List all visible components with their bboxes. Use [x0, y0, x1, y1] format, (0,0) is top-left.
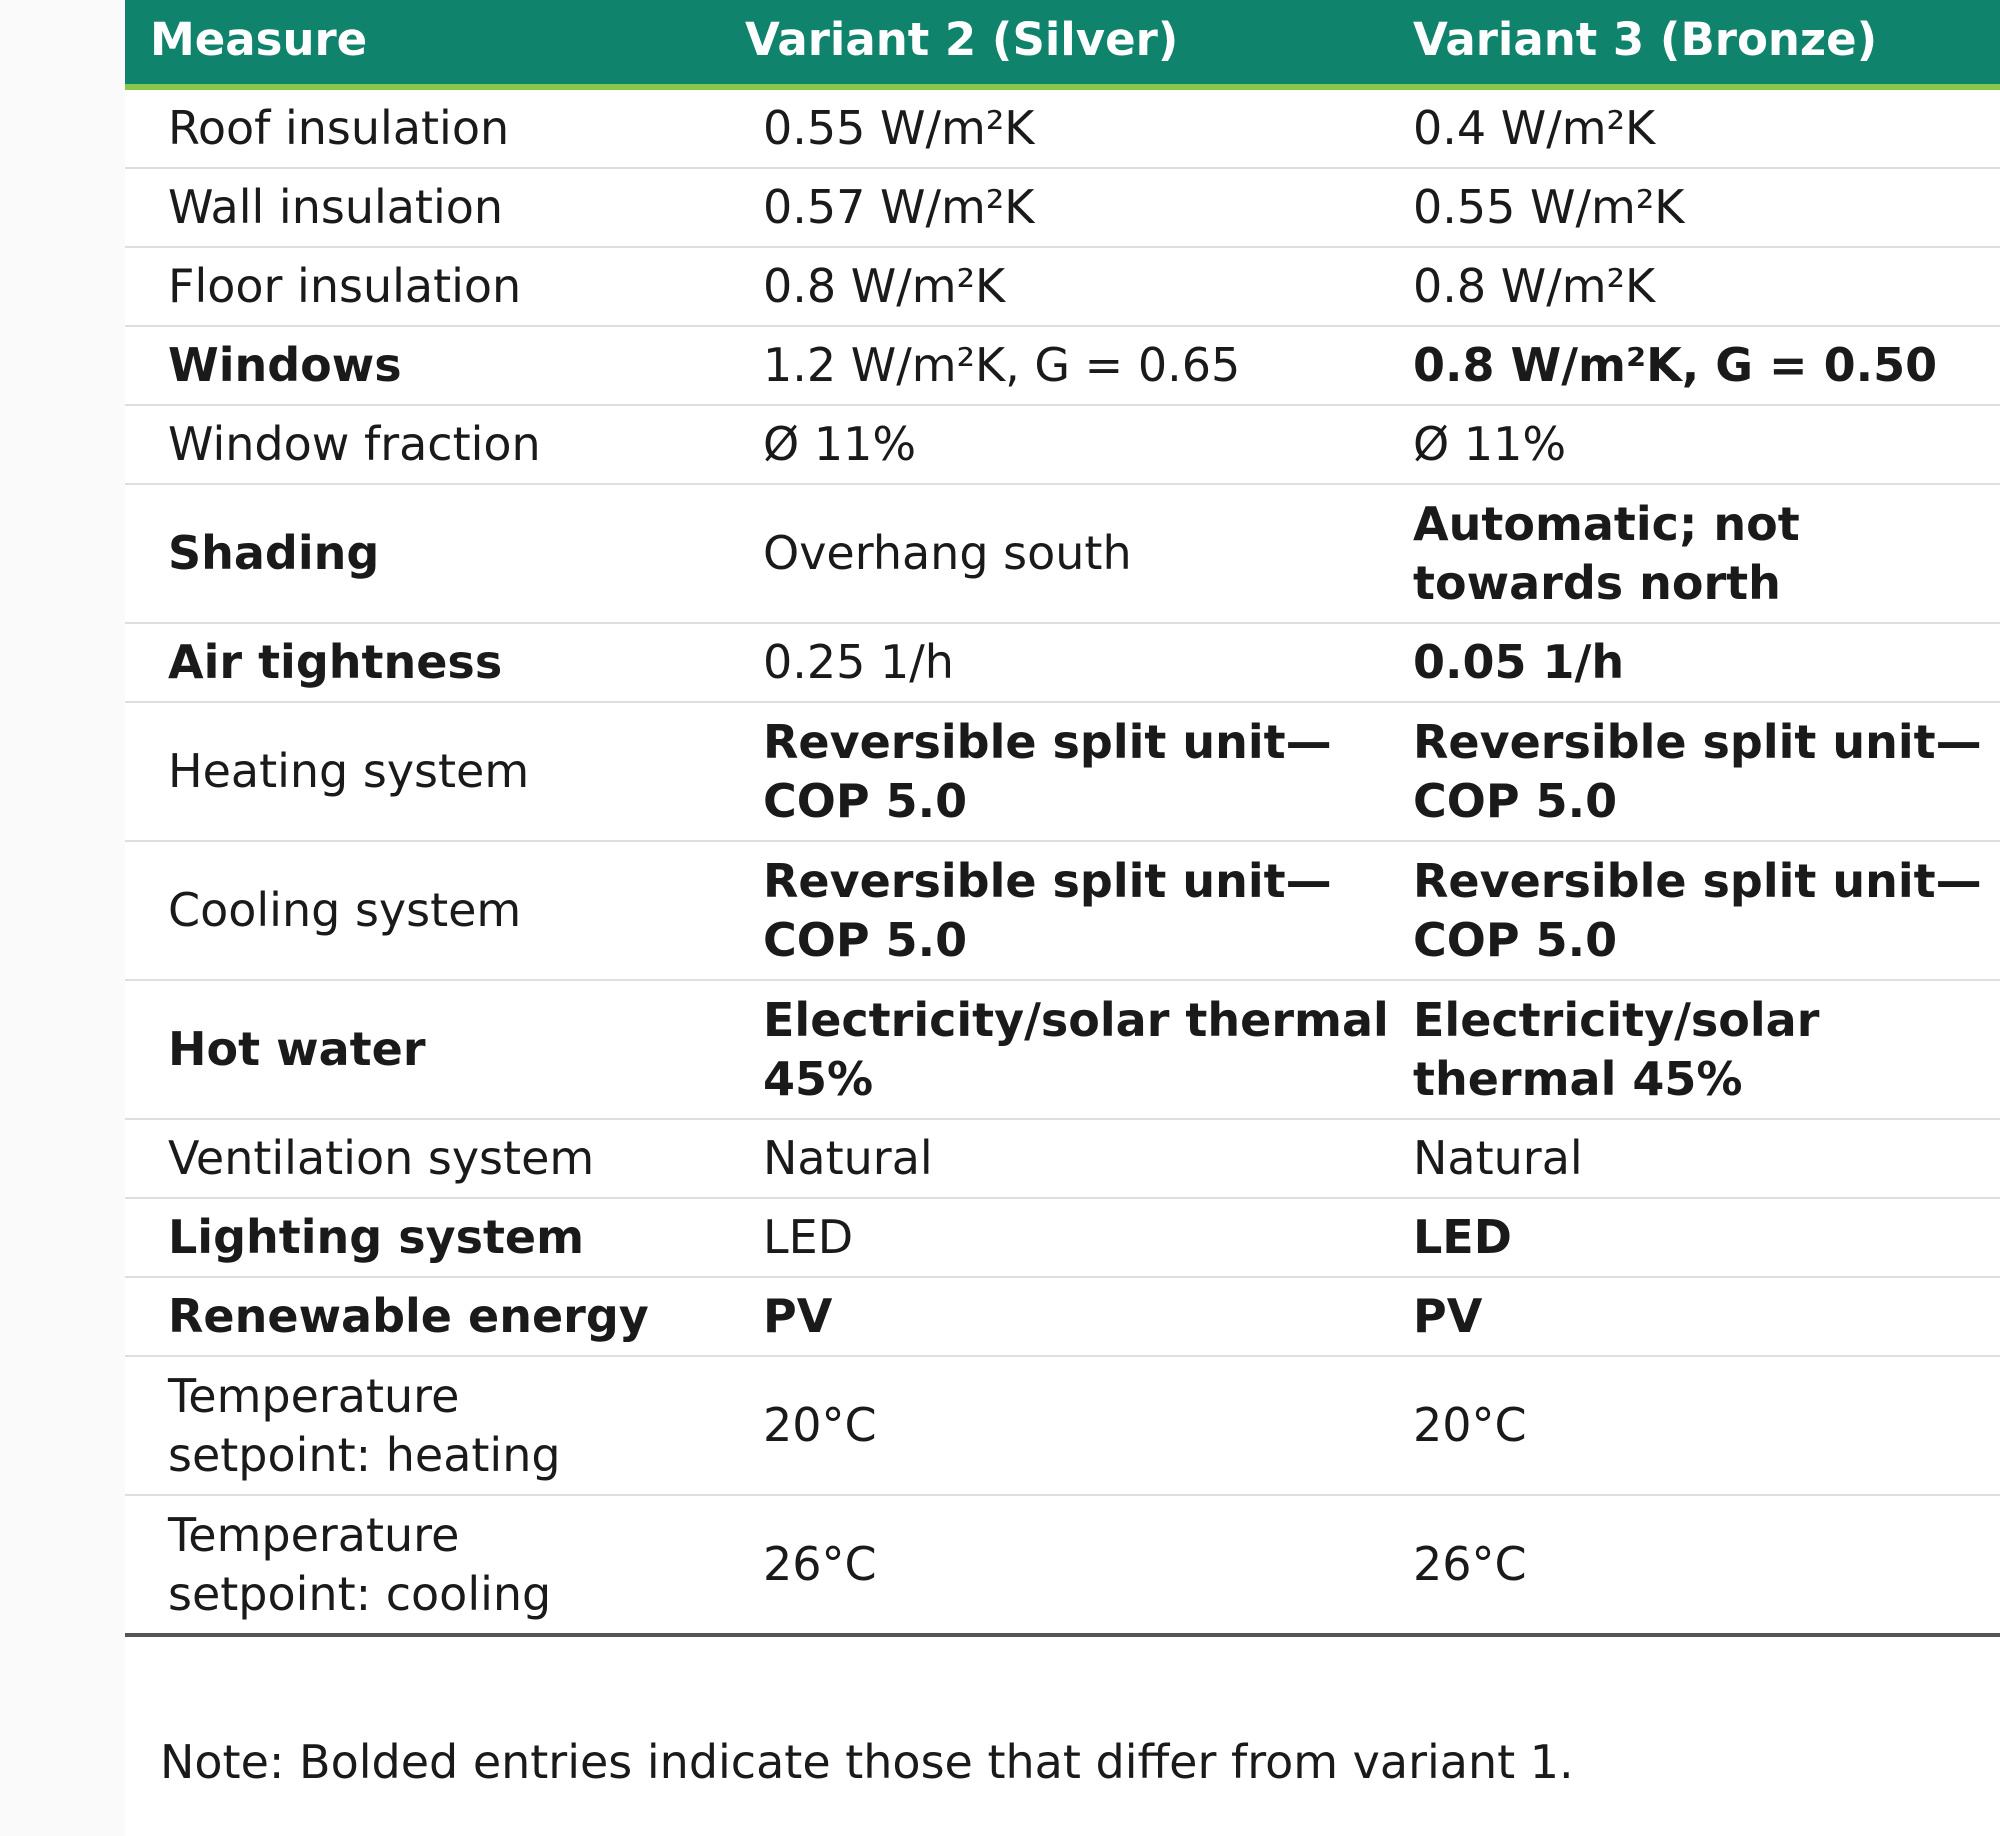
- table-row: Renewable energy PV PV: [125, 1277, 2000, 1357]
- table-row: Ventilation system Natural Natural: [125, 1119, 2000, 1199]
- table-note: Note: Bolded entries indicate those that…: [160, 1735, 1574, 1789]
- header-measure: Measure: [125, 0, 725, 90]
- variant-2-cell: Natural: [725, 1119, 1413, 1199]
- measure-cell: Temperature setpoint: heating: [125, 1356, 725, 1496]
- measure-cell: Hot water: [125, 980, 725, 1120]
- variant-2-cell: Reversible split unit— COP 5.0: [725, 702, 1413, 842]
- variant-2-cell: 0.25 1/h: [725, 623, 1413, 703]
- variant-2-cell: Ø 11%: [725, 405, 1413, 485]
- variant-2-cell: Overhang south: [725, 484, 1413, 624]
- variant-3-cell: Reversible split unit— COP 5.0: [1413, 841, 2000, 981]
- variant-3-cell: 0.05 1/h: [1413, 623, 2000, 703]
- variant-2-cell: PV: [725, 1277, 1413, 1357]
- measure-cell: Roof insulation: [125, 87, 725, 169]
- measure-cell: Air tightness: [125, 623, 725, 703]
- table-row: Air tightness 0.25 1/h 0.05 1/h: [125, 623, 2000, 703]
- table-row: Window fraction Ø 11% Ø 11%: [125, 405, 2000, 485]
- variant-2-cell: 0.57 W/m²K: [725, 168, 1413, 248]
- measure-cell: Wall insulation: [125, 168, 725, 248]
- variant-3-cell: PV: [1413, 1277, 2000, 1357]
- variant-2-cell: 0.8 W/m²K: [725, 247, 1413, 327]
- measure-cell: Shading: [125, 484, 725, 624]
- variant-3-cell: 0.4 W/m²K: [1413, 87, 2000, 169]
- table-row: Cooling system Reversible split unit— COP …: [125, 841, 2000, 981]
- variant-3-cell: 0.8 W/m²K, G = 0.50: [1413, 326, 2000, 406]
- table-row: Hot water Electricity/solar thermal 45% Ele…: [125, 980, 2000, 1120]
- measure-cell: Window fraction: [125, 405, 725, 485]
- table-row: Roof insulation 0.55 W/m²K 0.4 W/m²K: [125, 87, 2000, 169]
- variant-2-cell: LED: [725, 1198, 1413, 1278]
- header-variant-2-silver: Variant 2 (Silver): [725, 0, 1413, 90]
- variant-2-cell: Reversible split unit— COP 5.0: [725, 841, 1413, 981]
- table-header-row: Measure Variant 2 (Silver) Variant 3 (Br…: [125, 0, 2000, 90]
- table-row: Heating system Reversible split unit— COP …: [125, 702, 2000, 842]
- measure-cell: Renewable energy: [125, 1277, 725, 1357]
- table-row: Temperature setpoint: heating 20°C 20°C: [125, 1356, 2000, 1496]
- measure-cell: Lighting system: [125, 1198, 725, 1278]
- table-row: Floor insulation 0.8 W/m²K 0.8 W/m²K: [125, 247, 2000, 327]
- measure-cell: Windows: [125, 326, 725, 406]
- variant-3-cell: Automatic; not towards north: [1413, 484, 2000, 624]
- table-row: Temperature setpoint: cooling 26°C 26°C: [125, 1495, 2000, 1637]
- variant-3-cell: Ø 11%: [1413, 405, 2000, 485]
- variant-2-cell: 1.2 W/m²K, G = 0.65: [725, 326, 1413, 406]
- variant-3-cell: 20°C: [1413, 1356, 2000, 1496]
- variant-3-cell: Natural: [1413, 1119, 2000, 1199]
- variant-3-cell: Electricity/solar thermal 45%: [1413, 980, 2000, 1120]
- table-row: Shading Overhang south Automatic; not towar…: [125, 484, 2000, 624]
- variant-3-cell: Reversible split unit— COP 5.0: [1413, 702, 2000, 842]
- variant-3-cell: 26°C: [1413, 1495, 2000, 1637]
- table-row: Lighting system LED LED: [125, 1198, 2000, 1278]
- measure-cell: Cooling system: [125, 841, 725, 981]
- header-variant-3-bronze: Variant 3 (Bronze): [1413, 0, 2000, 90]
- measure-cell: Heating system: [125, 702, 725, 842]
- variant-2-cell: 26°C: [725, 1495, 1413, 1637]
- variant-3-cell: 0.8 W/m²K: [1413, 247, 2000, 327]
- variant-2-cell: Electricity/solar thermal 45%: [725, 980, 1413, 1120]
- variant-2-cell: 20°C: [725, 1356, 1413, 1496]
- variant-3-cell: 0.55 W/m²K: [1413, 168, 2000, 248]
- measure-cell: Ventilation system: [125, 1119, 725, 1199]
- variant-2-cell: 0.55 W/m²K: [725, 87, 1413, 169]
- table-row: Wall insulation 0.57 W/m²K 0.55 W/m²K: [125, 168, 2000, 248]
- variant-comparison-table: Measure Variant 2 (Silver) Variant 3 (Br…: [125, 0, 2000, 1637]
- measure-cell: Temperature setpoint: cooling: [125, 1495, 725, 1637]
- page-margin: [0, 0, 125, 1836]
- measure-cell: Floor insulation: [125, 247, 725, 327]
- variant-3-cell: LED: [1413, 1198, 2000, 1278]
- table-row: Windows 1.2 W/m²K, G = 0.65 0.8 W/m²K, G =…: [125, 326, 2000, 406]
